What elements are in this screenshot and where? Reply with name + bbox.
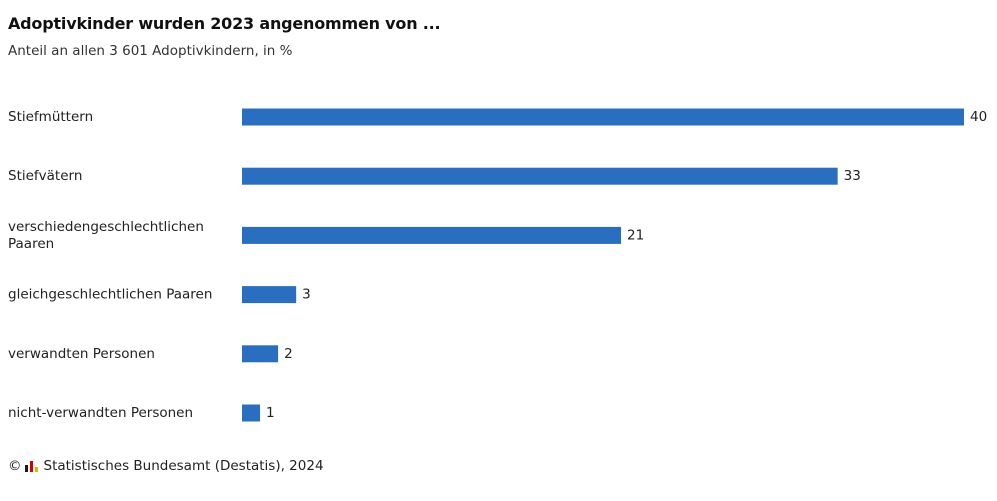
value-label: 33	[844, 168, 861, 184]
category-label: gleichgeschlechtlichen Paaren	[8, 287, 212, 303]
bar	[242, 108, 964, 126]
value-label: 21	[627, 227, 644, 243]
bar	[242, 286, 297, 304]
category-label: Stiefmüttern	[8, 109, 93, 125]
source-text: Statistisches Bundesamt (Destatis), 2024	[43, 458, 324, 474]
value-label: 1	[266, 405, 275, 421]
bar-chart: Stiefmüttern 40 Stiefvätern 33 verschiedenge…	[8, 108, 987, 422]
category-label: Stiefvätern	[8, 168, 82, 184]
destatis-logo-icon	[24, 460, 39, 472]
bar	[242, 345, 279, 363]
value-label: 40	[970, 109, 987, 125]
bar	[242, 167, 838, 185]
bar	[242, 404, 261, 422]
category-label: nicht-verwandten Personen	[8, 405, 193, 421]
bar	[242, 226, 622, 244]
value-label: 2	[284, 346, 293, 362]
category-label: Paaren	[8, 236, 54, 252]
chart-subtitle: Anteil an allen 3 601 Adoptivkindern, in…	[8, 43, 293, 59]
chart-title: Adoptivkinder wurden 2023 angenommen von…	[8, 14, 441, 33]
value-label: 3	[302, 287, 311, 303]
category-label: verschiedengeschlechtlichen	[8, 219, 204, 235]
category-label: verwandten Personen	[8, 346, 155, 362]
copyright-symbol: ©	[8, 458, 22, 474]
source-footer: © Statistisches Bundesamt (Destatis), 20…	[8, 458, 324, 474]
